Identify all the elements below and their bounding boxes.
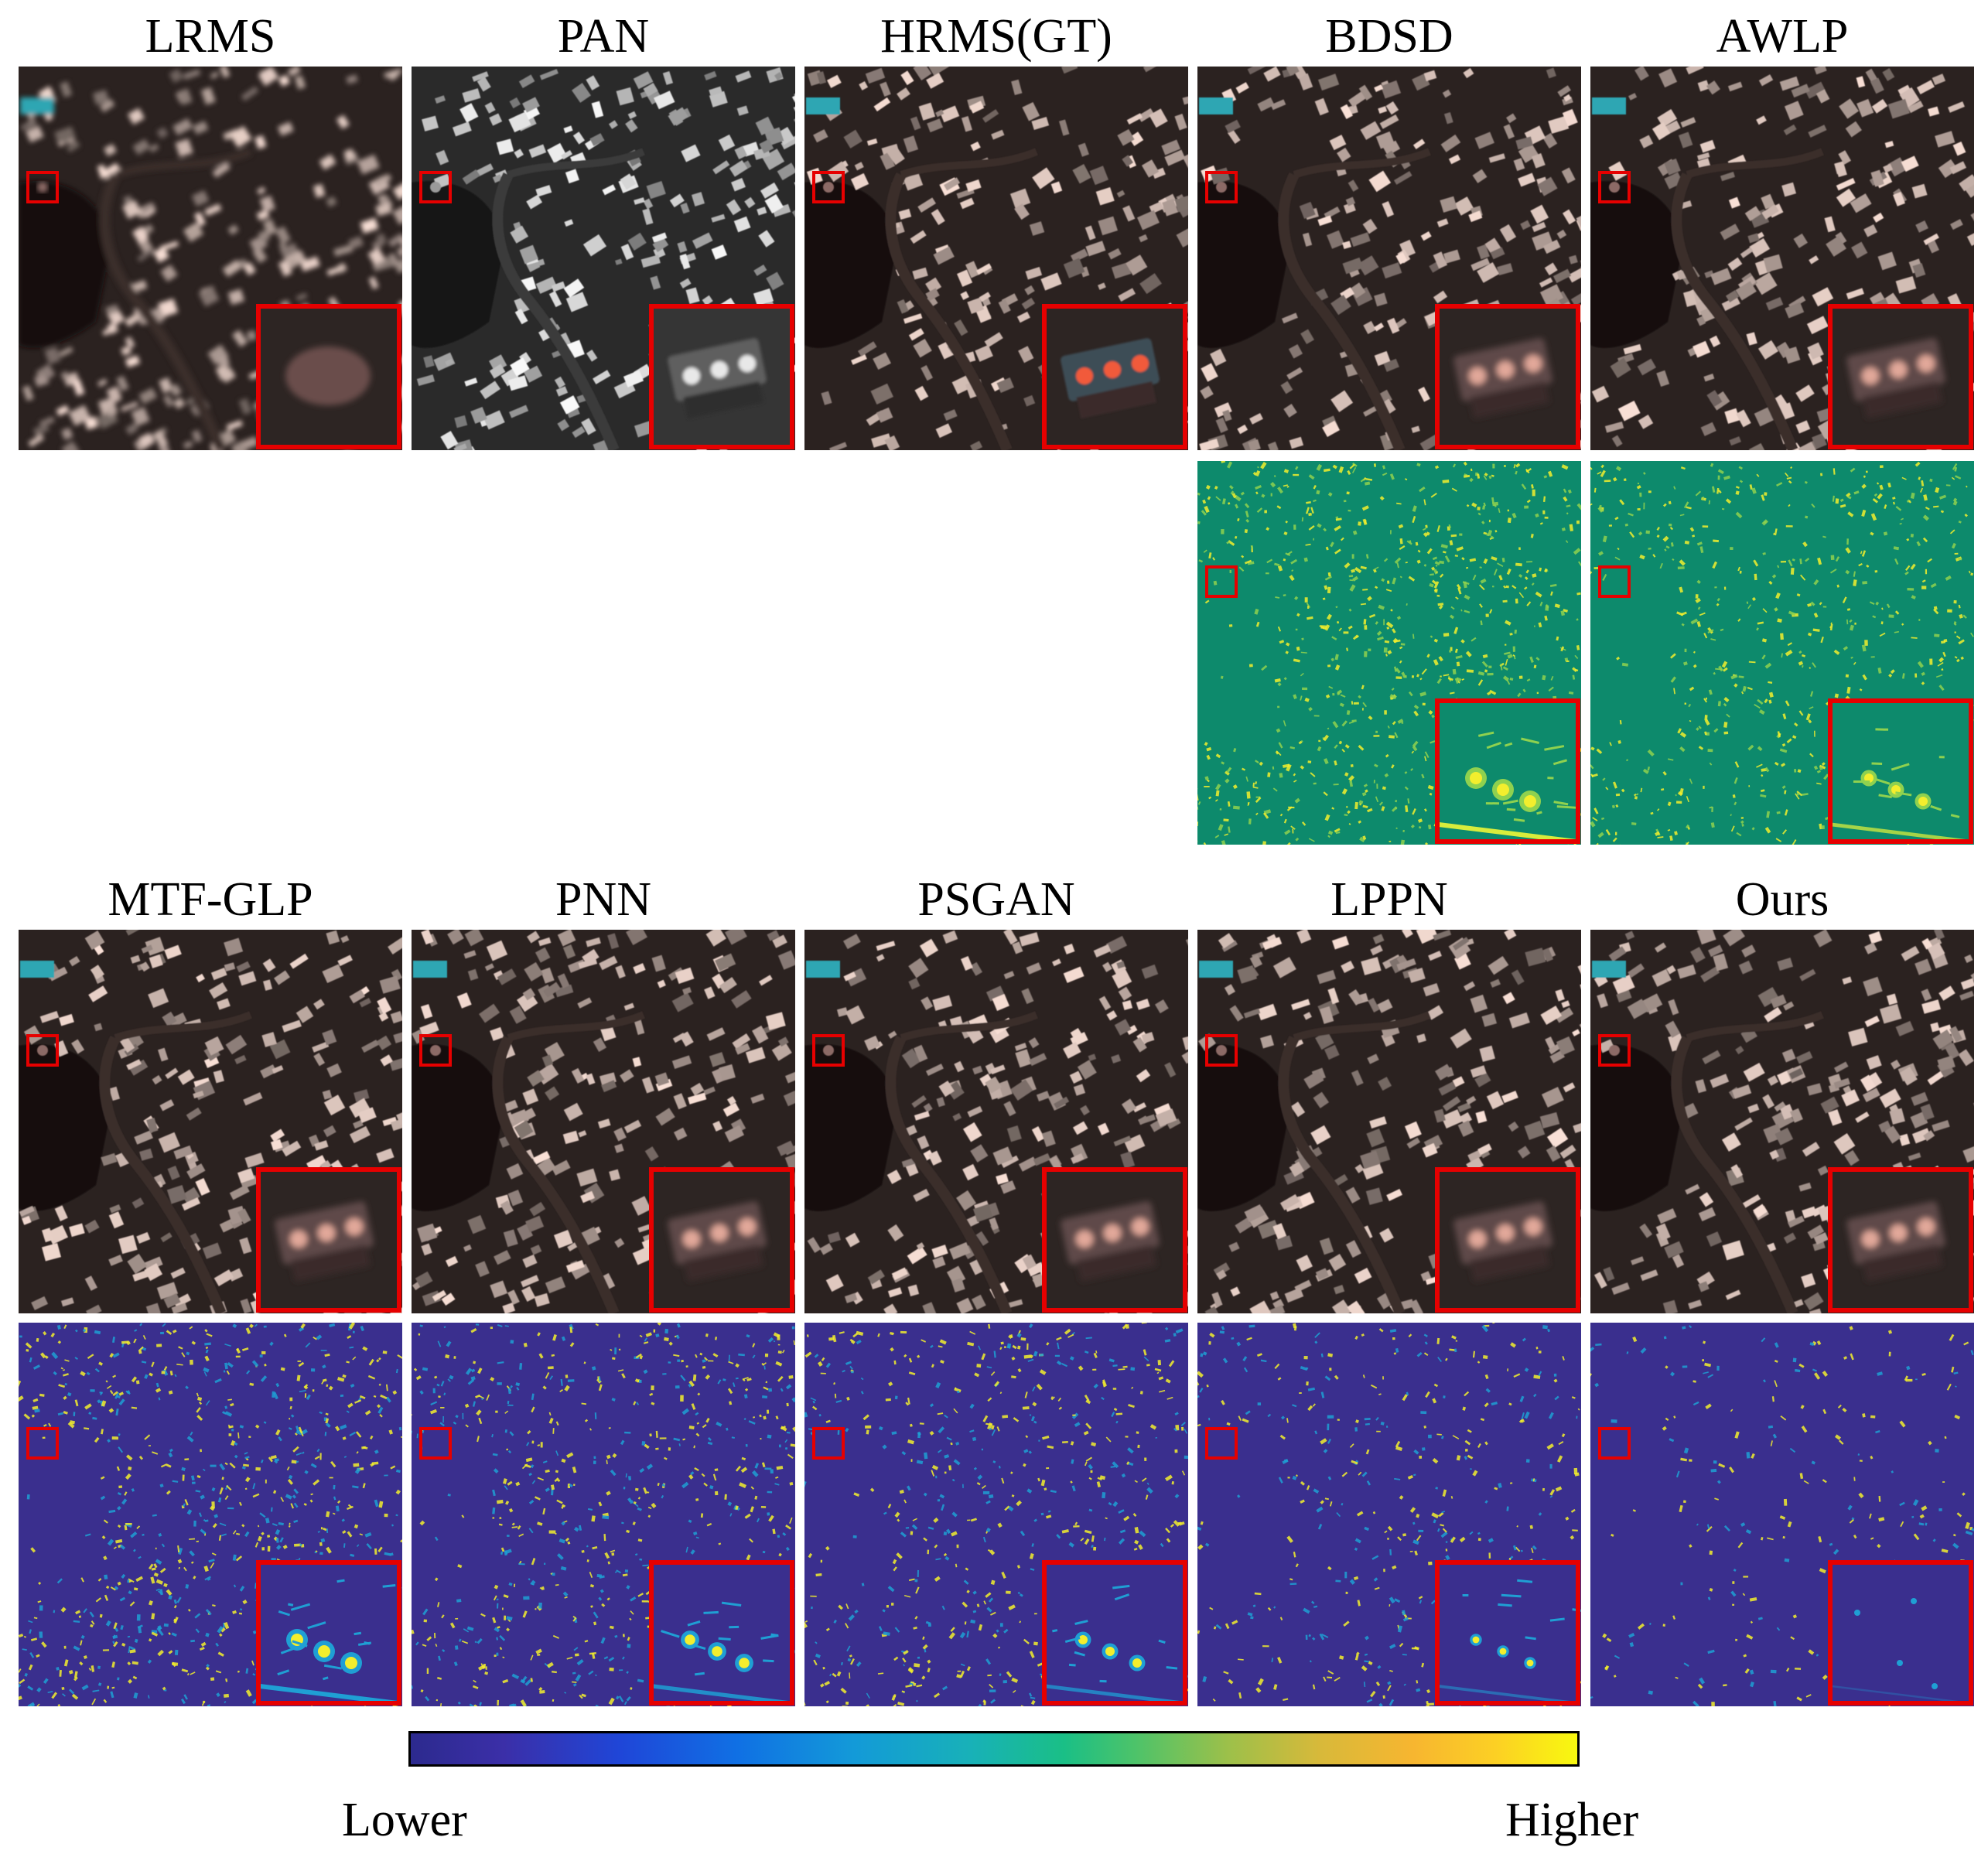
image-psgan (804, 930, 1188, 1313)
error-map-mtf-glp (19, 1323, 402, 1706)
image-lppn (1197, 930, 1581, 1313)
title-psgan: PSGAN (917, 873, 1075, 926)
error-map-lppn (1197, 1323, 1581, 1706)
image-hrms-gt (804, 67, 1188, 450)
image-ours (1590, 930, 1974, 1313)
error-map-awlp (1590, 461, 1974, 845)
image-pan (412, 67, 795, 450)
title-hrms-gt: HRMS(GT) (880, 10, 1112, 63)
title-pnn: PNN (555, 873, 652, 926)
title-mtf-glp: MTF-GLP (108, 873, 313, 926)
error-map-ours (1590, 1323, 1974, 1706)
title-pan: PAN (557, 10, 650, 63)
colorbar (408, 1731, 1580, 1767)
title-ours: Ours (1735, 873, 1829, 926)
colorbar-low-label: Lower (342, 1794, 467, 1846)
error-map-psgan (804, 1323, 1188, 1706)
image-bdsd (1197, 67, 1581, 450)
image-lrms (19, 67, 402, 450)
title-awlp: AWLP (1716, 10, 1849, 63)
title-lrms: LRMS (145, 10, 276, 63)
colorbar-high-label: Higher (1505, 1794, 1639, 1846)
error-map-pnn (412, 1323, 795, 1706)
image-mtf-glp (19, 930, 402, 1313)
title-lppn: LPPN (1330, 873, 1448, 926)
error-map-bdsd (1197, 461, 1581, 845)
image-awlp (1590, 67, 1974, 450)
title-bdsd: BDSD (1325, 10, 1453, 63)
image-pnn (412, 930, 795, 1313)
